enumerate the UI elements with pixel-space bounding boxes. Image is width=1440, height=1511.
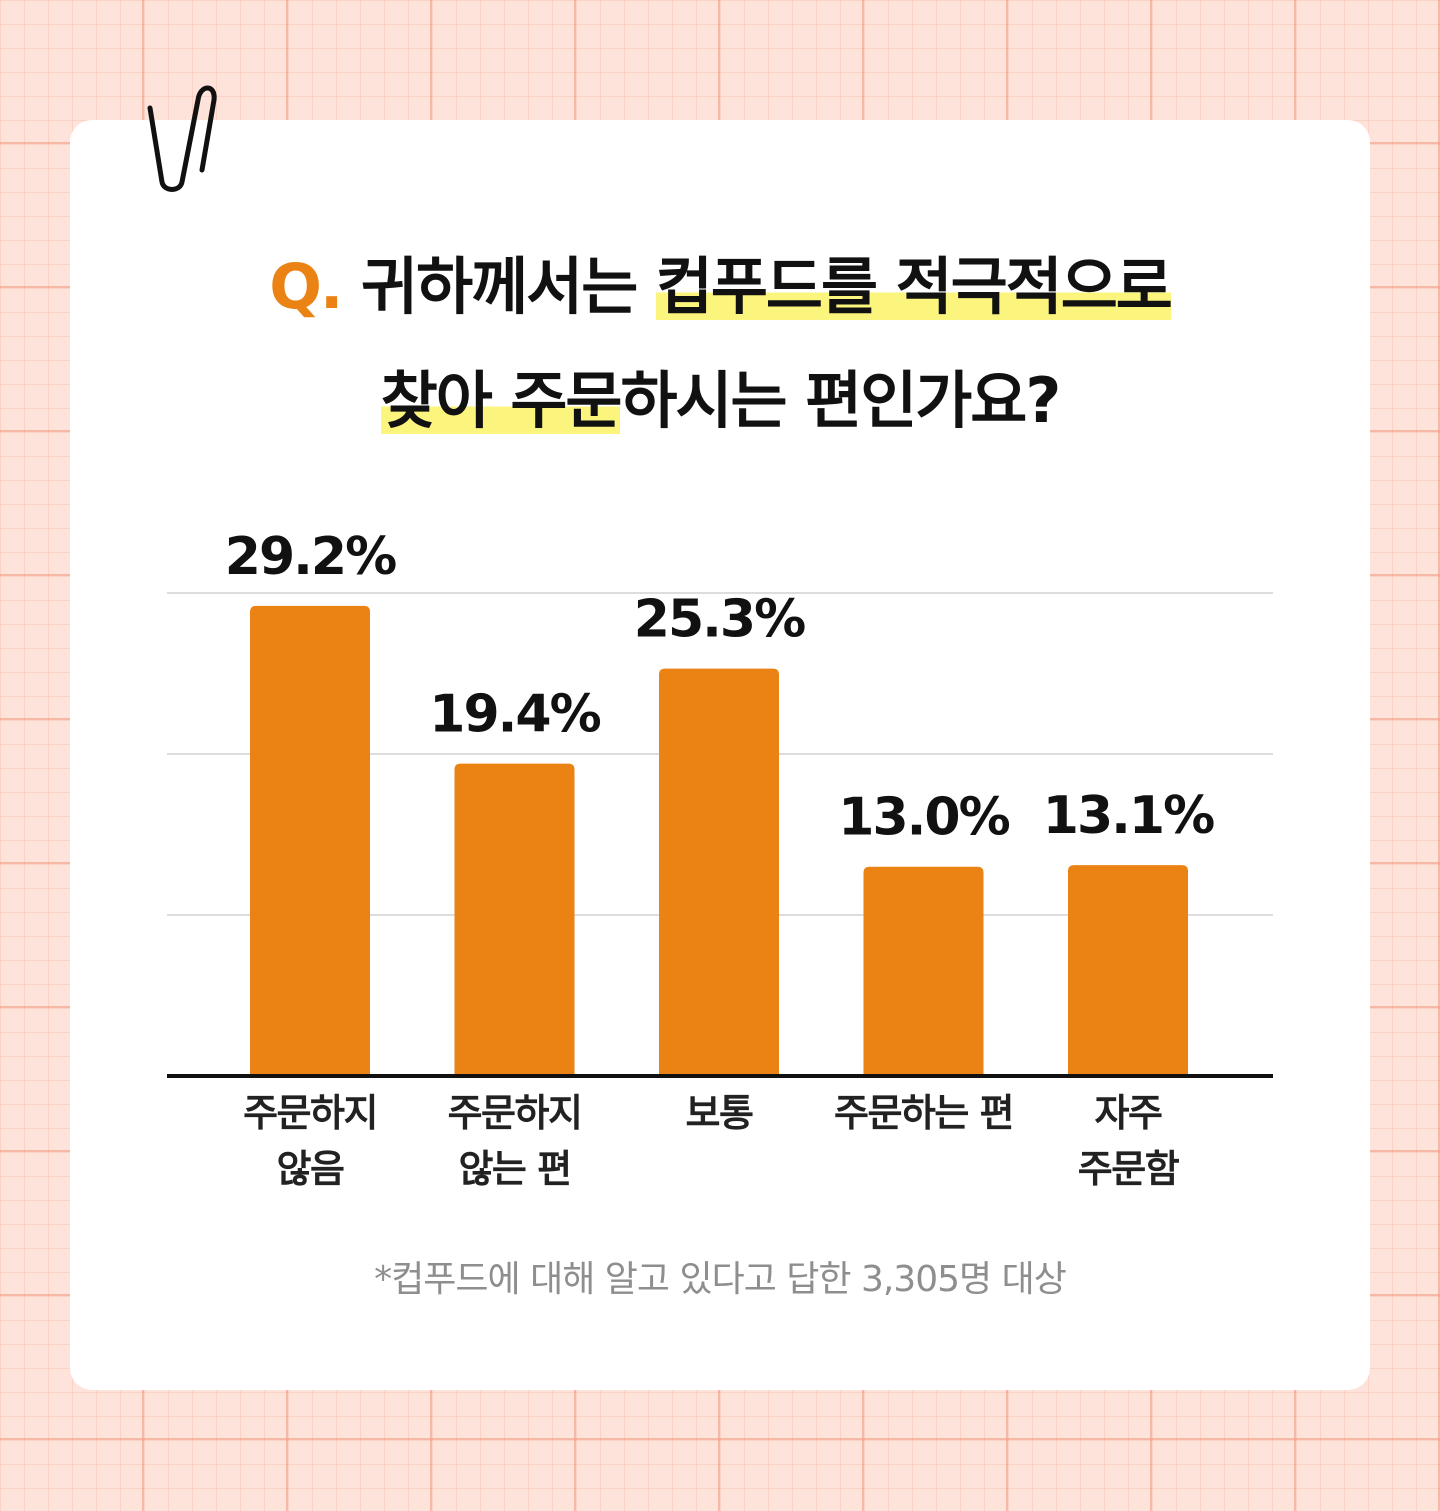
category-label: 자주 [1095,1091,1162,1135]
data-label: 29.2% [225,527,396,587]
title-highlight-2: 찾아 주문 [380,364,622,437]
chart-title-line-2: 찾아 주문하시는 편인가요? [0,350,1440,440]
bar [863,866,984,1076]
category-label: 보통 [686,1091,753,1135]
bar [659,668,779,1076]
question-mark-label: Q. [269,250,343,323]
data-label: 13.0% [838,788,1009,848]
bar [250,605,370,1076]
category-label: 주문하지 [243,1091,377,1135]
title-highlight-1: 컵푸드를 적극적으로 [655,250,1173,323]
bar [454,763,575,1076]
category-label: 않음 [277,1147,344,1191]
title-text-2: 하시는 편인가요? [620,364,1061,437]
data-label: 25.3% [634,590,805,650]
footnote: *컵푸드에 대해 알고 있다고 답한 3,305명 대상 [374,1259,1067,1300]
title-text-1: 귀하께서는 [341,250,656,323]
category-label: 않는 편 [458,1147,570,1191]
chart-title-line-1: Q. 귀하께서는 컵푸드를 적극적으로 [0,236,1440,326]
data-label: 13.1% [1043,786,1214,846]
category-label: 주문하지 [448,1091,582,1135]
category-label: 주문하는 편 [834,1091,1013,1135]
data-label: 19.4% [429,685,600,745]
paperclip-icon [147,85,217,192]
bar [1068,865,1188,1076]
category-label: 주문함 [1078,1147,1180,1191]
